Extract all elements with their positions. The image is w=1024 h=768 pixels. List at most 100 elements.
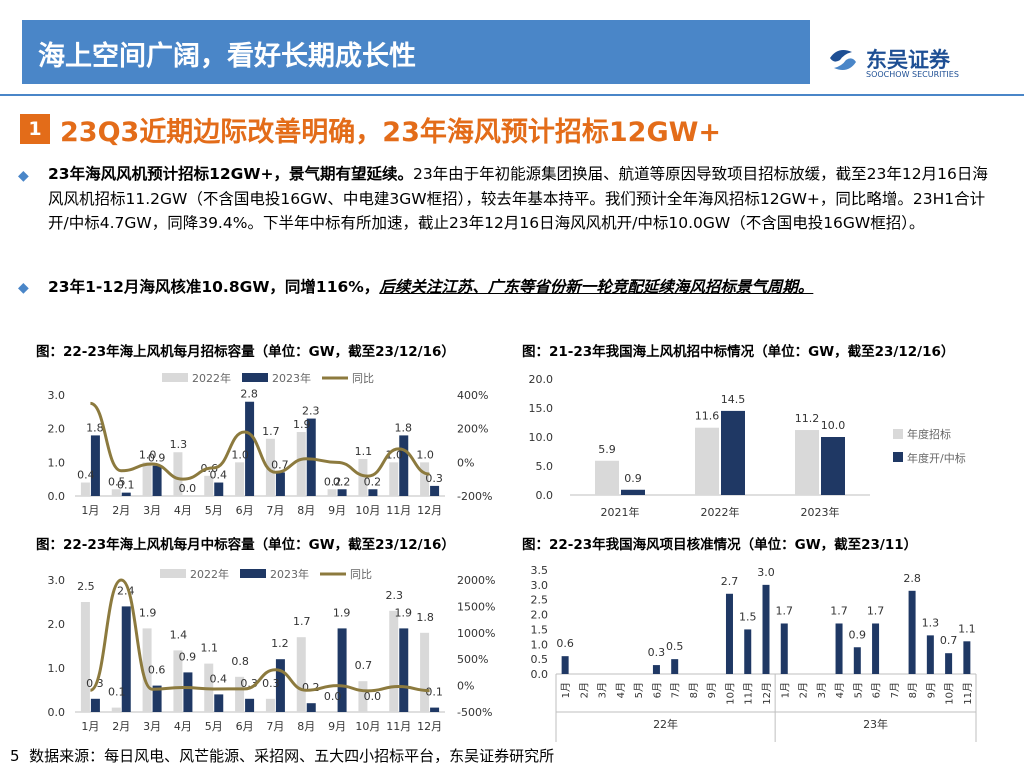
- bar-2022: [296, 432, 306, 496]
- data-label-2023: 0.0: [179, 482, 197, 495]
- bar-2023: [245, 698, 255, 712]
- bar-2023: [368, 489, 378, 496]
- y-tick-label: 1.0: [48, 662, 66, 675]
- chart1-title: 图：22-23年海上风机每月招标容量（单位：GW，截至23/12/16）: [36, 344, 455, 360]
- page-title: 海上空间广阔，看好长期成长性: [38, 41, 416, 72]
- data-label-award: 0.9: [624, 472, 642, 485]
- bar-annual-tender: [595, 460, 619, 495]
- bar-annual-award: [821, 437, 845, 495]
- bar-2023: [275, 659, 285, 712]
- bar-2022: [420, 632, 430, 712]
- bar-2022: [358, 681, 368, 712]
- legend-swatch-2022: [160, 569, 186, 578]
- bar-2022: [389, 462, 399, 496]
- x-tick-label: 10月: [355, 720, 380, 733]
- bar-2022: [173, 452, 183, 496]
- bar-approval: [963, 641, 971, 674]
- x-tick-label: 10月: [724, 682, 736, 705]
- data-label-2022: 0.2: [324, 475, 342, 488]
- y-tick-label: 0.5: [531, 653, 549, 666]
- bar-2023: [337, 489, 347, 496]
- x-tick-label: 5月: [633, 682, 645, 698]
- data-label-2022: 0.3: [262, 677, 280, 690]
- bar-approval: [926, 635, 934, 674]
- legend-label-2023: 2023年: [272, 371, 311, 385]
- bar-2022: [265, 438, 275, 496]
- y-tick-label: 0.0: [48, 706, 66, 719]
- data-label-2023: 1.8: [86, 421, 104, 434]
- bar-2023: [152, 465, 162, 496]
- legend-label-award: 年度开/中标: [907, 451, 966, 465]
- data-label-2022: 1.9: [139, 606, 157, 619]
- chart4-title: 图：22-23年我国海风项目核准情况（单位：GW，截至23/11）: [522, 537, 918, 553]
- y-tick-label: 20.0: [529, 373, 554, 386]
- data-label-approval: 1.3: [922, 616, 940, 629]
- y2-tick-label: 2000%: [457, 574, 495, 587]
- data-label-2023: 0.2: [364, 475, 382, 488]
- bar-approval: [762, 584, 770, 674]
- bar-2023: [214, 482, 224, 496]
- data-label-2023: 1.9: [333, 606, 351, 619]
- data-label-approval: 1.7: [776, 604, 794, 617]
- data-label-approval: 0.5: [666, 640, 684, 653]
- x-tick-label: 7月: [266, 720, 284, 733]
- data-label-2022: 0.4: [77, 469, 95, 482]
- legend-swatch-tender: [893, 429, 903, 439]
- data-label-approval: 0.9: [849, 628, 867, 641]
- x-tick-label: 9月: [925, 682, 937, 698]
- y-tick-label: 1.0: [531, 638, 549, 651]
- data-label-2023: 0.2: [333, 475, 351, 488]
- y-tick-label: 3.0: [48, 574, 66, 587]
- x-tick-label: 8月: [297, 504, 315, 517]
- data-label-2022: 0.7: [355, 659, 373, 672]
- data-label-2022: 0.1: [108, 686, 126, 699]
- data-label-2023: 0.3: [86, 677, 104, 690]
- bar-approval: [725, 593, 733, 674]
- legend-swatch-award: [893, 452, 903, 462]
- y-tick-label: 10.0: [529, 431, 554, 444]
- data-label-approval: 1.7: [867, 604, 885, 617]
- x-tick-label: 3月: [597, 682, 609, 698]
- bar-2022: [235, 676, 245, 712]
- logo-en-text: SOOCHOW SECURITIES: [866, 70, 959, 79]
- x-tick-label: 9月: [706, 682, 718, 698]
- data-label-2023: 1.2: [271, 637, 289, 650]
- section-title: 23Q3近期边际改善明确，23年海风预计招标12GW+: [60, 117, 722, 148]
- data-label-2023: 2.8: [240, 388, 258, 401]
- footer: 5 数据来源：每日风电、风芒能源、采招网、五大四小招标平台，东吴证券研究所: [10, 745, 554, 766]
- bar-approval: [744, 629, 752, 674]
- y-tick-label: 3.5: [531, 564, 549, 577]
- data-label-2023: 0.1: [425, 686, 443, 699]
- x-tick-label: 2023年: [801, 505, 840, 519]
- x-tick-label: 12月: [761, 682, 773, 705]
- x-tick-label: 1月: [560, 682, 572, 698]
- y-tick-label: 1.0: [48, 456, 66, 469]
- source-note: 数据来源：每日风电、风芒能源、采招网、五大四小招标平台，东吴证券研究所: [29, 747, 555, 765]
- bar-2022: [80, 602, 90, 712]
- bar-2023: [399, 628, 409, 712]
- bar-2023: [121, 492, 131, 496]
- x-tick-label: 3月: [143, 720, 161, 733]
- logo-mark-icon: [830, 50, 856, 70]
- header-rule: [0, 94, 1024, 96]
- bar-2022: [204, 475, 214, 496]
- bullet-1-bold: 23年海风风机预计招标12GW+，景气期有望延续。: [48, 165, 413, 183]
- x-tick-label: 7月: [889, 682, 901, 698]
- section-number: 1: [20, 114, 50, 144]
- data-label-2022: 1.8: [416, 611, 434, 624]
- bar-2023: [245, 401, 255, 496]
- bar-2023: [90, 698, 100, 712]
- data-label-tender: 11.6: [695, 410, 720, 423]
- y-tick-label: 2.0: [48, 618, 66, 631]
- bar-annual-award: [621, 489, 645, 495]
- y-tick-label: 0.0: [531, 668, 549, 681]
- group-label-23: 23年: [863, 717, 888, 731]
- company-logo: 东吴证券 SOOCHOW SECURITIES: [826, 42, 996, 82]
- bar-2022: [111, 707, 121, 712]
- bar-2023: [306, 418, 316, 496]
- chart2-title: 图：21-23年我国海上风机招中标情况（单位：GW，截至23/12/16）: [522, 344, 955, 360]
- diamond-bullet-icon: ◆: [18, 280, 29, 296]
- y2-tick-label: 500%: [457, 653, 488, 666]
- x-tick-label: 3月: [143, 504, 161, 517]
- bullet-2-italic: 后续关注江苏、广东等省份新一轮竞配延续海风招标景气周期。: [379, 278, 814, 296]
